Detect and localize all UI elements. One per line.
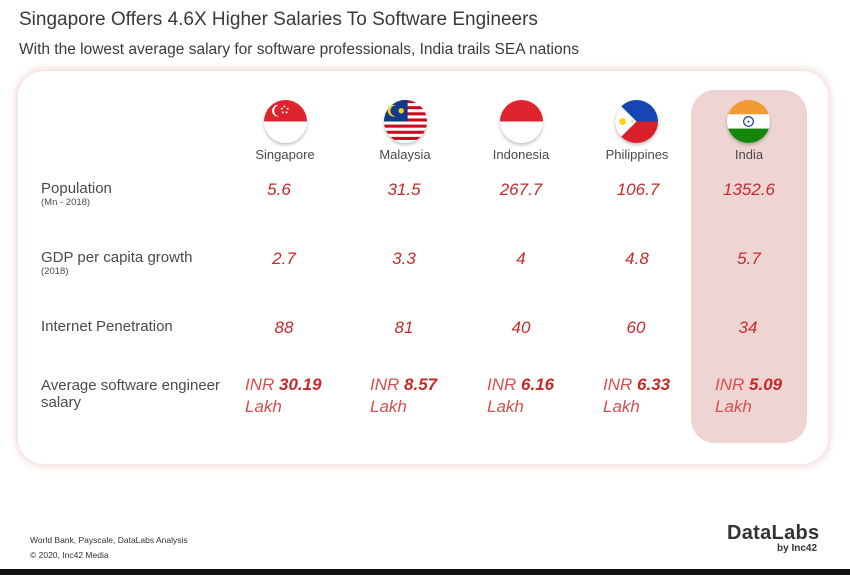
salary-prefix: INR <box>487 375 517 394</box>
value-cell: 81 <box>394 318 414 337</box>
salary-value: 6.33 <box>637 375 671 394</box>
salary-unit: Lakh <box>487 397 524 416</box>
country-name-indonesia: Indonesia <box>492 147 550 162</box>
row-label-average-salary: Average software engineer salary <box>41 377 220 411</box>
salary-unit: Lakh <box>715 397 752 416</box>
malaysia-flag-icon <box>384 100 427 143</box>
salary-unit: Lakh <box>245 397 282 416</box>
value-cell: 34 <box>738 318 758 337</box>
salary-cell: INR 6.16 Lakh <box>487 374 554 418</box>
value-cell: 106.7 <box>616 180 660 199</box>
value-cell: 60 <box>626 318 646 337</box>
row-label-text: GDP per capita growth <box>41 249 193 266</box>
salary-prefix: INR <box>245 375 275 394</box>
value-cell: 4 <box>516 249 526 268</box>
salary-prefix: INR <box>603 375 633 394</box>
copyright-text: © 2020, Inc42 Media <box>30 550 109 560</box>
datalabs-logo: DataLabs by Inc42 <box>727 522 827 554</box>
salary-cell: INR 30.19 Lakh <box>245 374 322 418</box>
country-name-singapore: Singapore <box>255 147 315 162</box>
salary-unit: Lakh <box>370 397 407 416</box>
salary-cell: INR 5.09 Lakh <box>715 374 782 418</box>
india-flag-icon <box>727 100 770 143</box>
indonesia-flag-icon <box>500 100 543 143</box>
salary-prefix: INR <box>370 375 400 394</box>
source-text: World Bank, Payscale, DataLabs Analysis <box>30 535 188 545</box>
bottom-bar <box>0 569 850 575</box>
country-name-india: India <box>734 147 764 162</box>
source-note: World Bank, Payscale, DataLabs Analysis … <box>30 533 188 563</box>
country-name-malaysia: Malaysia <box>379 147 431 162</box>
salary-prefix: INR <box>715 375 745 394</box>
logo-main-text: DataLabs <box>727 522 820 544</box>
salary-value: 5.09 <box>749 375 783 394</box>
value-cell: 3.3 <box>392 249 416 268</box>
row-label-gdp-growth: GDP per capita growth (2018) <box>41 249 192 277</box>
value-cell: 5.7 <box>737 249 761 268</box>
value-cell: 40 <box>511 318 531 337</box>
salary-cell: INR 8.57 Lakh <box>370 374 437 418</box>
row-label-text: Population <box>41 180 112 197</box>
value-cell: 31.5 <box>387 180 421 199</box>
salary-value: 6.16 <box>521 375 555 394</box>
value-cell: 267.7 <box>499 180 543 199</box>
logo-sub-text: by Inc42 <box>777 543 818 554</box>
row-sublabel: (Mn - 2018) <box>41 197 91 208</box>
value-cell: 88 <box>274 318 294 337</box>
row-label-text: Internet Penetration <box>41 318 173 335</box>
value-cell: 2.7 <box>272 249 296 268</box>
chart-title: Singapore Offers 4.6X Higher Salaries To… <box>19 9 538 30</box>
salary-value: 30.19 <box>279 375 322 394</box>
value-cell: 1352.6 <box>723 180 775 199</box>
value-cell: 4.8 <box>625 249 649 268</box>
row-label-line1: Average software engineer <box>41 377 221 394</box>
row-label-line2: salary <box>41 394 82 411</box>
row-label-internet-penetration: Internet Penetration <box>41 318 173 335</box>
row-label-population: Population (Mn - 2018) <box>41 180 112 208</box>
salary-value: 8.57 <box>404 375 438 394</box>
singapore-flag-icon <box>264 100 307 143</box>
chart-subtitle: With the lowest average salary for softw… <box>19 41 579 58</box>
country-name-philippines: Philippines <box>605 147 669 162</box>
philippines-flag-icon <box>615 100 658 143</box>
salary-unit: Lakh <box>603 397 640 416</box>
india-highlight-column <box>691 90 807 443</box>
row-sublabel: (2018) <box>41 266 69 277</box>
salary-cell: INR 6.33 Lakh <box>603 374 670 418</box>
value-cell: 5.6 <box>267 180 291 199</box>
